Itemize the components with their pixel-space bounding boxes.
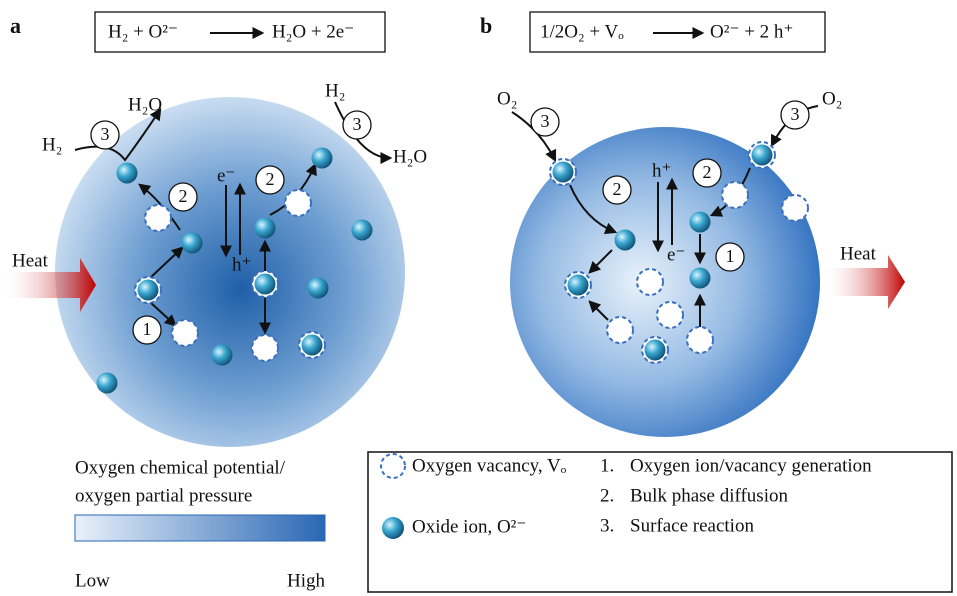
oxide-ion [553,162,574,183]
legend-title: oxygen partial pressure [75,485,252,506]
low-label: Low [75,570,110,591]
step-number: 1 [726,246,735,266]
oxide-ion [752,145,773,166]
oxide-ion [645,340,666,361]
vacancy [637,269,663,295]
step-marker: 3 [781,101,809,129]
vacancy [172,320,198,346]
oxide-ion [97,373,118,394]
heat-label: Heat [12,250,49,271]
legend-title: Oxygen chemical potential/ [75,457,286,478]
step-number: 2 [613,179,622,199]
carrier: h⁺ [232,254,252,275]
oxide-ion [212,345,233,366]
oxide-ion [568,275,589,296]
high-label: High [287,570,326,591]
legend-entry: Oxide ion, O²⁻ [412,516,526,537]
panel-label: a [10,13,21,38]
step-number: 3 [101,124,110,144]
carrier: e⁻ [217,165,235,186]
equation-left: 1/2O₂ + Vₒ [540,21,624,42]
step-marker: 3 [91,121,119,149]
oxide-ion [690,212,711,233]
species: H₂ [42,134,62,155]
oxide-ion [352,220,373,241]
species: O₂ [822,88,842,109]
vacancy [252,335,278,361]
vacancy [782,195,808,221]
oxide-ion [117,163,138,184]
oxide-ion [302,335,323,356]
vacancy [657,302,683,328]
oxide-ion [308,278,329,299]
vacancy [145,205,171,231]
step-index: 1. [600,455,614,476]
carrier: h⁺ [652,160,672,181]
oxide-ion [138,280,159,301]
legend-entry: Oxygen vacancy, Vₒ [412,455,567,476]
step-marker: 1 [716,243,744,271]
step-number: 3 [353,114,362,134]
equation-right: H₂O + 2e⁻ [272,21,354,42]
oxide-ion [182,233,203,254]
heat-label: Heat [840,243,877,264]
gradient-bar [75,515,325,541]
step-marker: 2 [256,166,284,194]
species: O₂ [497,88,517,109]
particle [55,97,405,447]
oxide-ion [255,218,276,239]
step-marker: 2 [603,176,631,204]
oxide-ion [312,148,333,169]
step-text: Oxygen ion/vacancy generation [630,455,872,476]
step-number: 1 [143,319,152,339]
oxide-ion [615,230,636,251]
step-number: 2 [703,162,712,182]
ion-symbol [382,517,404,539]
step-number: 3 [791,104,800,124]
step-marker: 2 [693,159,721,187]
step-marker: 1 [133,316,161,344]
panel-label: b [480,13,492,38]
vacancy-symbol [381,454,405,478]
diagram: a H₂ + O²⁻ H₂O + 2e⁻ Heat H₂ H₂O H₂ H₂O … [0,0,957,596]
step-number: 2 [266,169,275,189]
step-marker: 3 [531,108,559,136]
species: H₂O [393,146,427,167]
carrier: e⁻ [667,244,685,265]
step-number: 3 [541,111,550,131]
species: H₂O [128,94,162,115]
species: H₂ [325,80,345,101]
equation-left: H₂ + O²⁻ [108,21,178,42]
step-text: Bulk phase diffusion [630,485,788,506]
vacancy [285,190,311,216]
vacancy [607,317,633,343]
step-marker: 2 [169,183,197,211]
step-index: 2. [600,485,614,506]
step-marker: 3 [343,111,371,139]
vacancy [687,327,713,353]
step-text: Surface reaction [630,515,754,536]
step-index: 3. [600,515,614,536]
step-number: 2 [179,186,188,206]
vacancy [722,182,748,208]
oxide-ion [255,274,276,295]
oxide-ion [690,268,711,289]
equation-right: O²⁻ + 2 h⁺ [710,21,793,42]
